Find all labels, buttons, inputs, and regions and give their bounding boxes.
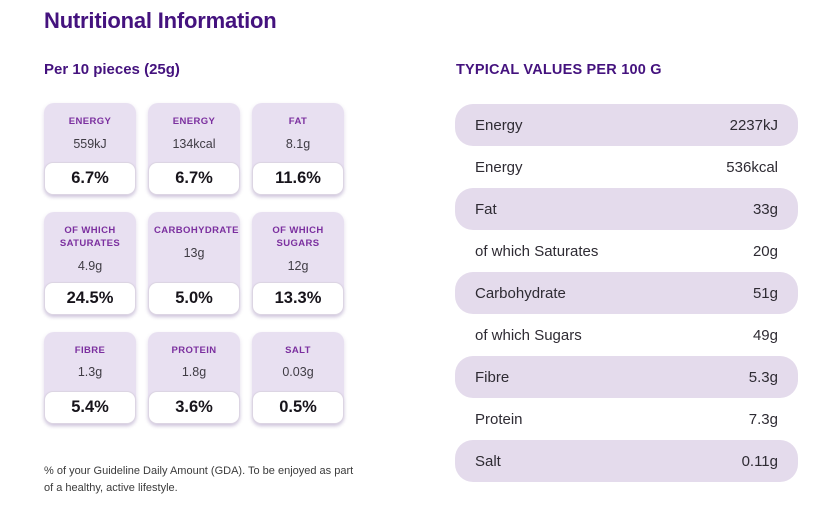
gda-card-label: ENERGY xyxy=(172,116,216,127)
row-value: 51g xyxy=(752,284,778,302)
gda-card-label: CARBOHYDRATE xyxy=(154,225,239,236)
gda-card-value: 13g xyxy=(183,245,205,260)
gda-card: ENERGY 134kcal 6.7% xyxy=(148,103,240,195)
table-row: Salt 0.11g xyxy=(455,440,798,482)
gda-card-label: FAT xyxy=(288,116,308,127)
typical-values-heading: TYPICAL VALUES PER 100 G xyxy=(456,62,662,78)
row-value: 5.3g xyxy=(748,368,778,386)
row-label: of which Saturates xyxy=(475,242,599,260)
row-value: 7.3g xyxy=(748,410,778,428)
row-label: Protein xyxy=(475,410,523,428)
gda-percent-badge: 24.5% xyxy=(44,281,136,315)
row-value: 20g xyxy=(752,242,778,260)
typical-values-table: Energy 2237kJ Energy 536kcal Fat 33g of … xyxy=(455,104,798,482)
gda-card: OF WHICH SATURATES 4.9g 24.5% xyxy=(44,212,136,315)
serving-size-heading: Per 10 pieces (25g) xyxy=(44,61,180,78)
gda-cards-grid: ENERGY 559kJ 6.7% ENERGY 134kcal 6.7% FA… xyxy=(44,103,344,424)
row-label: Fibre xyxy=(475,368,510,386)
gda-percent-badge: 11.6% xyxy=(252,162,344,195)
row-value: 49g xyxy=(752,326,778,344)
row-value: 2237kJ xyxy=(729,116,778,134)
row-label: Fat xyxy=(475,200,497,218)
table-row: of which Saturates 20g xyxy=(455,230,798,272)
row-value: 0.11g xyxy=(741,452,778,470)
gda-percent-badge: 5.4% xyxy=(44,390,136,424)
gda-card-value: 4.9g xyxy=(77,258,103,273)
gda-card-label: OF WHICH SUGARS xyxy=(272,225,324,249)
gda-percent-badge: 6.7% xyxy=(148,162,240,195)
gda-card-value: 12g xyxy=(287,258,309,273)
gda-card-value: 1.3g xyxy=(77,365,103,380)
table-row: Energy 536kcal xyxy=(455,146,798,188)
gda-card-label: PROTEIN xyxy=(171,344,217,356)
gda-card: SALT 0.03g 0.5% xyxy=(252,331,344,424)
row-label: of which Sugars xyxy=(475,326,582,344)
row-value: 536kcal xyxy=(726,158,778,176)
table-row: Carbohydrate 51g xyxy=(455,272,798,314)
gda-card: FAT 8.1g 11.6% xyxy=(252,103,344,195)
gda-card: CARBOHYDRATE 13g 5.0% xyxy=(148,212,240,315)
gda-percent-badge: 6.7% xyxy=(44,162,136,195)
gda-card: OF WHICH SUGARS 12g 13.3% xyxy=(252,212,344,315)
table-row: Fibre 5.3g xyxy=(455,356,798,398)
gda-card-label: FIBRE xyxy=(74,344,106,356)
row-label: Carbohydrate xyxy=(475,284,566,302)
row-label: Energy xyxy=(475,116,523,134)
gda-percent-badge: 5.0% xyxy=(148,281,240,315)
gda-card-value: 134kcal xyxy=(172,136,216,151)
gda-card-value: 559kJ xyxy=(73,136,107,151)
table-row: Energy 2237kJ xyxy=(455,104,798,146)
gda-percent-badge: 3.6% xyxy=(148,390,240,424)
row-label: Energy xyxy=(475,158,523,176)
gda-card-value: 0.03g xyxy=(282,365,314,380)
gda-card-value: 8.1g xyxy=(285,136,311,151)
row-value: 33g xyxy=(752,200,778,218)
gda-percent-badge: 0.5% xyxy=(252,390,344,424)
gda-card-label: OF WHICH SATURATES xyxy=(59,225,121,249)
gda-card: PROTEIN 1.8g 3.6% xyxy=(148,331,240,424)
gda-card-value: 1.8g xyxy=(181,365,207,380)
gda-card-label: SALT xyxy=(285,344,311,356)
table-row: Protein 7.3g xyxy=(455,398,798,440)
page-title: Nutritional Information xyxy=(44,8,277,33)
gda-card-label: ENERGY xyxy=(68,116,112,127)
gda-card: FIBRE 1.3g 5.4% xyxy=(44,331,136,424)
gda-percent-badge: 13.3% xyxy=(252,281,344,315)
table-row: Fat 33g xyxy=(455,188,798,230)
gda-card: ENERGY 559kJ 6.7% xyxy=(44,103,136,195)
table-row: of which Sugars 49g xyxy=(455,314,798,356)
row-label: Salt xyxy=(475,452,501,470)
gda-footnote: % of your Guideline Daily Amount (GDA). … xyxy=(44,465,354,495)
